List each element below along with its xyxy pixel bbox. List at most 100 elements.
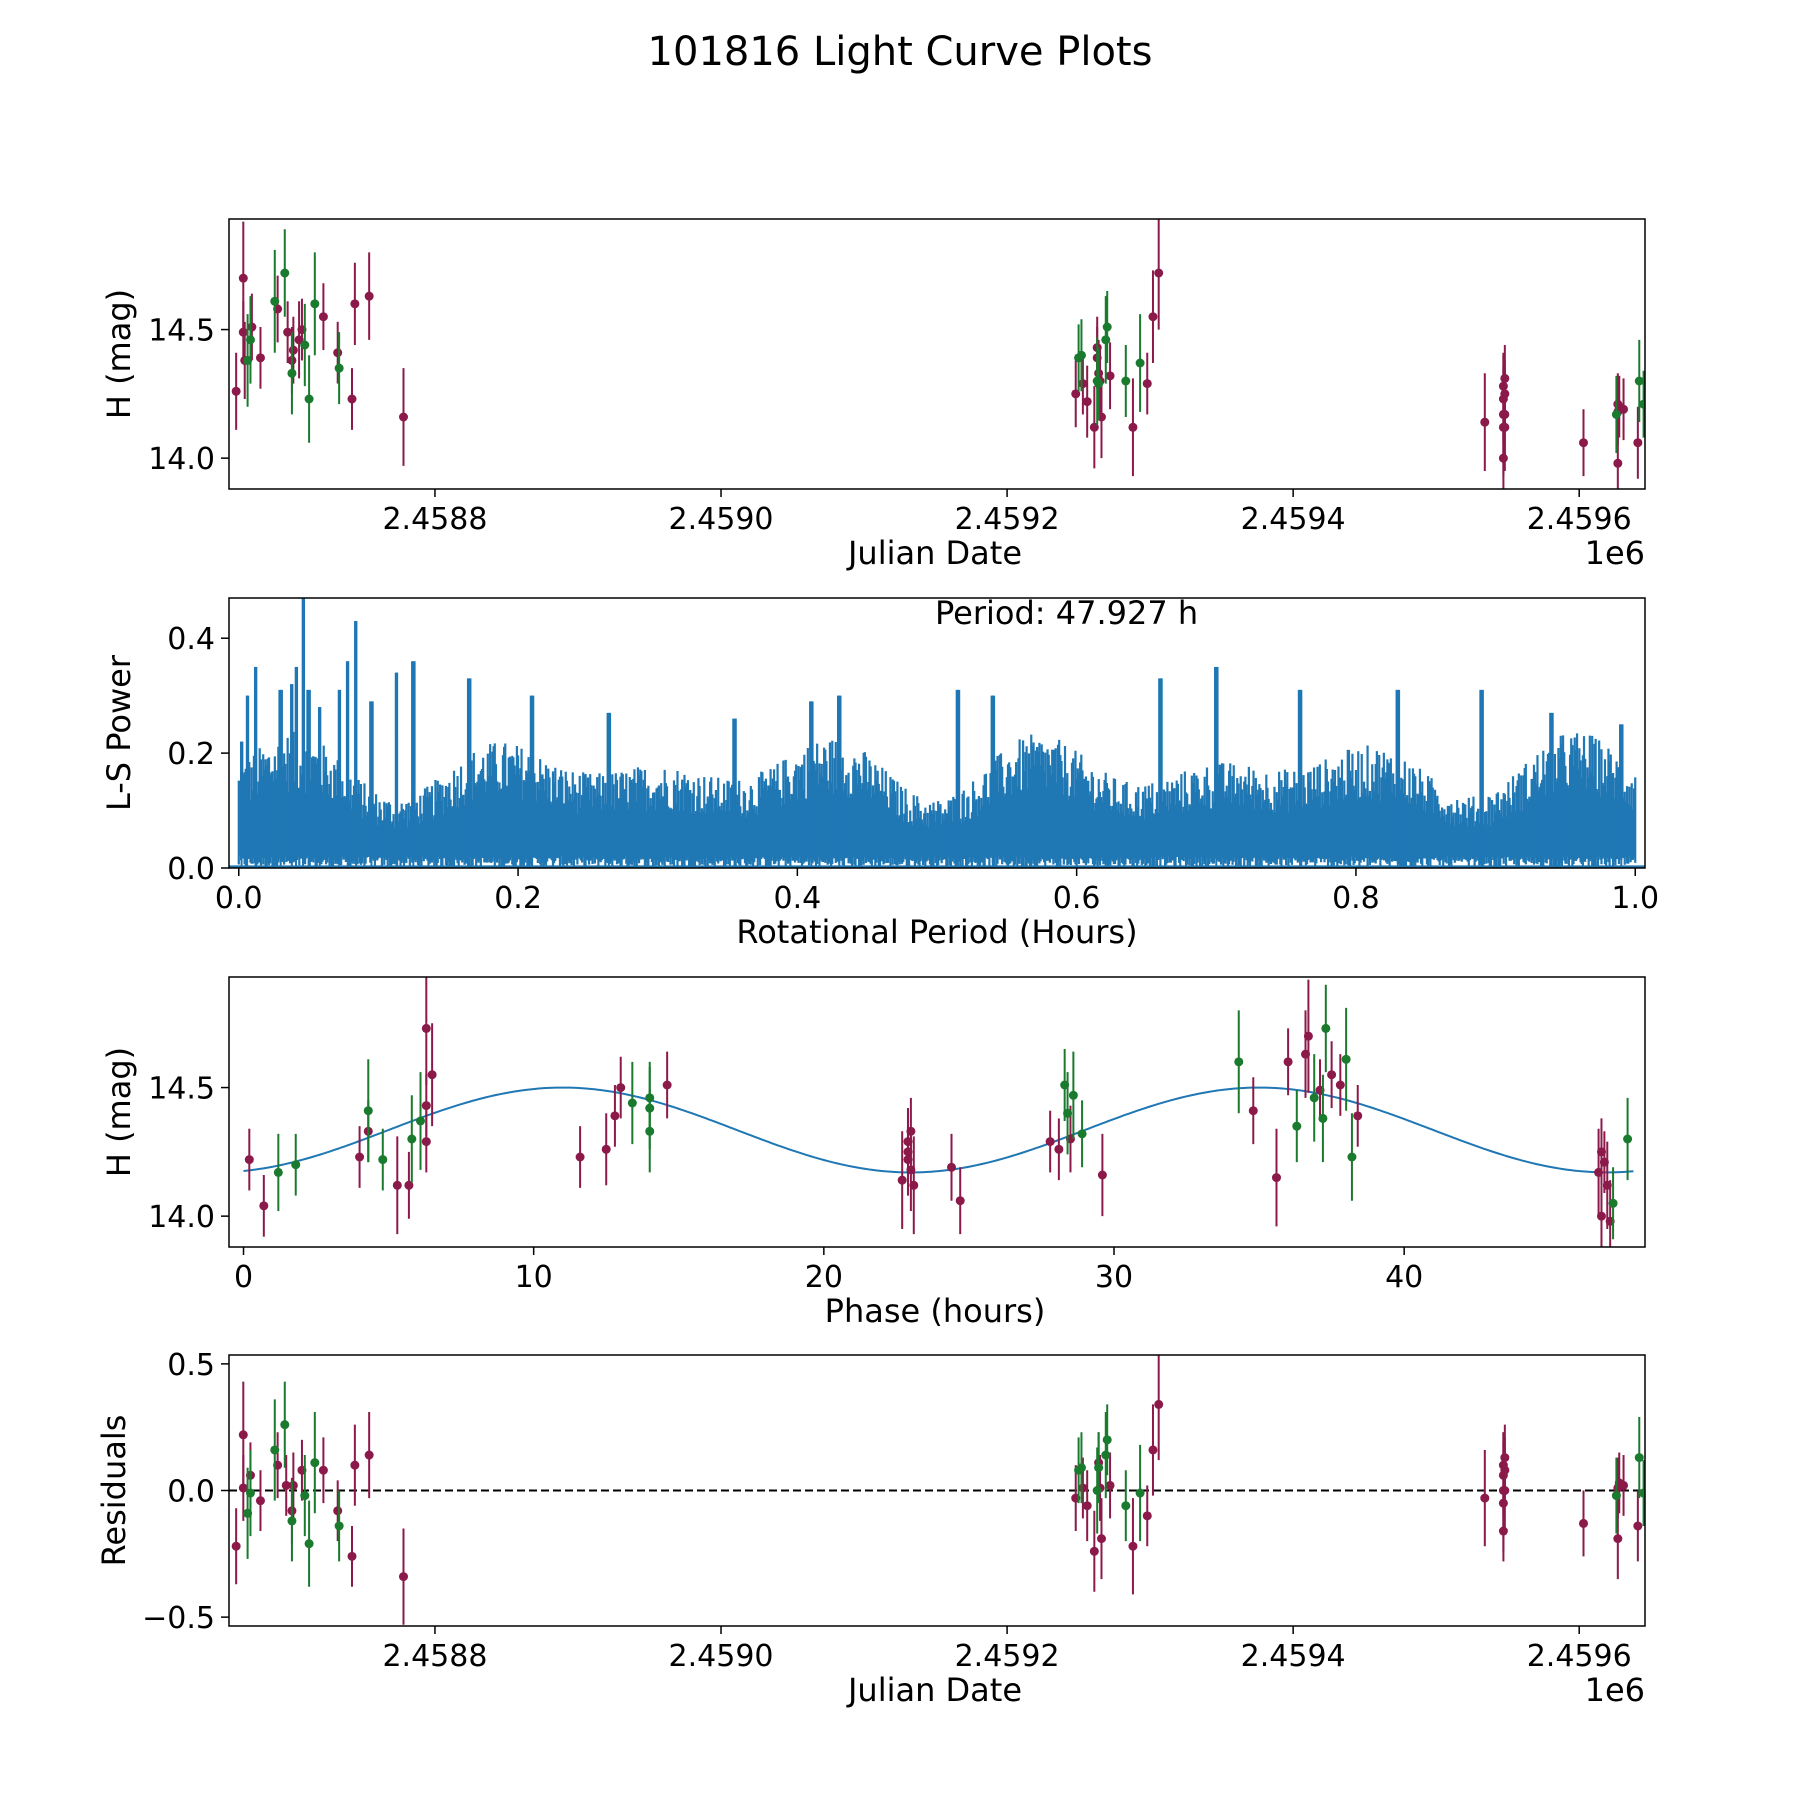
- panel-4: 2.4588 2.4590 2.4592 2.4594 2.4596 −0.5 0.0 0.5…: [95, 1348, 1646, 1709]
- data-point: [334, 363, 344, 373]
- data-point: [1045, 1137, 1055, 1147]
- x-tick-label: 2.4592: [955, 1639, 1060, 1674]
- data-point: [427, 1070, 437, 1080]
- data-point: [1347, 1152, 1357, 1162]
- data-point: [1089, 422, 1099, 432]
- data-point: [1068, 1090, 1078, 1100]
- y-tick-label: 14.0: [148, 1200, 215, 1235]
- data-point: [416, 1116, 426, 1126]
- data-point: [1102, 322, 1112, 332]
- y-tick-label: 0.0: [167, 852, 215, 887]
- data-point: [1498, 453, 1508, 463]
- x-tick-label: 1.0: [1611, 881, 1659, 916]
- x-tick-label: 2.4596: [1527, 502, 1632, 537]
- data-point: [1623, 1134, 1633, 1144]
- data-point: [283, 327, 293, 337]
- data-point: [421, 1023, 431, 1033]
- series-green-1: [273, 984, 1633, 1240]
- x-tick-label: 0.8: [1332, 881, 1380, 916]
- data-point: [1309, 1093, 1319, 1103]
- data-point: [1092, 1486, 1102, 1495]
- data-point: [255, 1496, 265, 1506]
- series-green-3: [1074, 291, 1645, 453]
- data-point: [1318, 1113, 1328, 1123]
- data-point: [247, 322, 257, 332]
- y-tick-label: 14.0: [148, 442, 215, 477]
- data-point: [1135, 1488, 1145, 1498]
- x-axis-label: Phase (hours): [825, 1292, 1046, 1330]
- data-point: [407, 1134, 417, 1144]
- data-point: [1135, 358, 1145, 368]
- data-point: [1321, 1023, 1331, 1033]
- data-point: [1094, 379, 1104, 389]
- data-point: [270, 1445, 280, 1455]
- data-point: [1633, 438, 1643, 448]
- data-point: [1327, 1070, 1337, 1080]
- data-point: [1498, 1526, 1508, 1536]
- data-point: [364, 291, 374, 301]
- y-axis-label: H (mag): [100, 289, 138, 419]
- data-point: [238, 1483, 248, 1493]
- y-tick-label: 0.0: [167, 1475, 215, 1510]
- x-axis-label: Julian Date: [846, 1671, 1022, 1709]
- plot-area: [243, 977, 1634, 1247]
- data-point: [334, 1521, 344, 1531]
- y-tick-label: −0.5: [142, 1601, 215, 1636]
- data-point: [645, 1126, 655, 1136]
- data-point: [270, 296, 280, 306]
- data-point: [1500, 1486, 1510, 1495]
- data-point: [421, 1101, 431, 1111]
- y-tick-label: 14.5: [148, 314, 215, 349]
- data-point: [1089, 1546, 1099, 1556]
- x-tick-label: 2.4592: [955, 502, 1060, 537]
- plot-area: [229, 598, 1645, 868]
- y-tick-label: 0.4: [167, 622, 215, 657]
- data-point: [1613, 458, 1623, 468]
- x-offset-label: 1e6: [1585, 534, 1645, 572]
- period-annotation: Period: 47.927 h: [935, 594, 1198, 632]
- data-point: [1154, 1399, 1164, 1409]
- data-point: [610, 1111, 620, 1121]
- data-point: [310, 299, 320, 309]
- data-point: [350, 1460, 360, 1470]
- data-point: [318, 1465, 328, 1475]
- figure-title: 101816 Light Curve Plots: [648, 29, 1153, 75]
- axes-frame: [228, 218, 1646, 490]
- x-tick-label: 0.4: [773, 881, 821, 916]
- x-tick-label: 2.4594: [1241, 1639, 1346, 1674]
- data-point: [333, 1506, 343, 1516]
- data-point: [304, 394, 314, 404]
- data-point: [1234, 1057, 1244, 1067]
- x-tick-label: 10: [515, 1260, 553, 1295]
- data-point: [1076, 350, 1086, 360]
- data-point: [616, 1083, 626, 1093]
- data-point: [364, 1450, 374, 1460]
- data-point: [1102, 1435, 1112, 1445]
- data-point: [1303, 1031, 1313, 1041]
- data-point: [1096, 1534, 1106, 1544]
- y-tick-label: 14.5: [148, 1072, 215, 1107]
- data-point: [1121, 376, 1131, 386]
- data-point: [1077, 1129, 1087, 1139]
- data-point: [1101, 1450, 1111, 1460]
- data-point: [259, 1201, 269, 1211]
- data-point: [1105, 371, 1115, 381]
- data-point: [955, 1196, 965, 1206]
- axes-frame: [228, 976, 1646, 1248]
- data-point: [347, 394, 357, 404]
- data-point: [1248, 1106, 1258, 1116]
- x-tick-label: 0.0: [215, 881, 263, 916]
- data-point: [231, 386, 241, 396]
- data-point: [1335, 1080, 1345, 1090]
- data-point: [318, 312, 328, 322]
- x-tick-label: 2.4594: [1241, 502, 1346, 537]
- data-point: [281, 1480, 291, 1490]
- ls-power-series: [237, 598, 1637, 868]
- data-point: [1054, 1144, 1064, 1154]
- data-point: [421, 1137, 431, 1147]
- data-point: [1071, 389, 1081, 399]
- data-point: [1619, 404, 1629, 414]
- data-point: [1578, 1518, 1588, 1528]
